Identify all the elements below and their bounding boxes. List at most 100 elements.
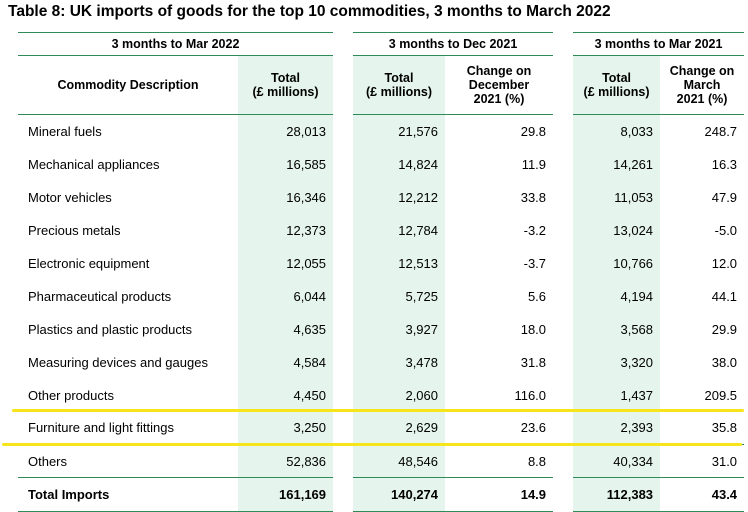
total-label: Total [602, 71, 631, 85]
table-row: Measuring devices and gauges 4,584 3,478 31… [18, 345, 744, 379]
total-dec-2021-cell: 12,784 [353, 213, 446, 247]
total-unit: (£ millions) [252, 85, 319, 99]
header-sub-row: Commodity Description Total (£ millions)… [18, 55, 745, 115]
change-dec-2021-cell: 18.0 [520, 321, 547, 337]
total-mar-2021-header: Total (£ millions) [573, 55, 661, 115]
total-dec-2021-cell: 3,478 [353, 345, 446, 379]
table-row: Electronic equipment 12,055 12,513 -3.7 10,7… [18, 246, 744, 280]
commodity-cell: Total Imports [18, 477, 238, 512]
table-row: Plastics and plastic products 4,635 3,927 1… [18, 312, 744, 346]
commodity-cell: Measuring devices and gauges [28, 354, 208, 370]
total-dec-2021-header: Total (£ millions) [353, 55, 446, 115]
change-mar-2021-cell: 31.0 [660, 444, 745, 478]
table-row: Pharmaceutical products 6,044 5,725 5.6 4,19… [18, 279, 744, 313]
total-mar-2022-cell: 161,169 [238, 477, 334, 512]
total-mar-2022-cell: 12,373 [238, 213, 334, 247]
total-mar-2021-cell: 11,053 [573, 180, 661, 214]
total-label: Total [271, 71, 300, 85]
change-mar-2021-header: Change on March 2021 (%) [660, 55, 745, 115]
change-mar-2021-cell: 43.4 [660, 477, 745, 512]
change-mar-2021-cell: 248.7 [704, 123, 738, 139]
total-mar-2022-cell: 16,585 [238, 147, 334, 181]
total-mar-2021-cell: 112,383 [573, 477, 661, 512]
commodity-cell: Electronic equipment [28, 255, 150, 271]
total-dec-2021-cell: 48,546 [353, 444, 446, 478]
total-mar-2021-cell: 1,437 [573, 378, 661, 412]
total-mar-2022-header: Total (£ millions) [238, 55, 334, 115]
total-mar-2021-cell: 14,261 [573, 147, 661, 181]
commodity-cell: Others [18, 444, 238, 478]
change-mar-2021-cell: 12.0 [711, 255, 738, 271]
change-dec-2021-cell: 29.8 [520, 123, 547, 139]
total-mar-2022-cell: 4,450 [238, 378, 334, 412]
imports-table: 3 months to Mar 2022 3 months to Dec 202… [18, 32, 745, 512]
total-dec-2021-cell: 2,060 [353, 378, 446, 412]
total-mar-2021-cell: 2,393 [573, 411, 661, 445]
group-header-mar-2022: 3 months to Mar 2022 [18, 32, 334, 56]
commodity-cell: Other products [28, 387, 114, 403]
total-dec-2021-cell: 21,576 [353, 114, 446, 148]
total-mar-2021-cell: 3,568 [573, 312, 661, 346]
total-mar-2021-cell: 4,194 [573, 279, 661, 313]
total-mar-2021-cell: 3,320 [573, 345, 661, 379]
commodity-description-header: Commodity Description [18, 55, 238, 115]
total-dec-2021-cell: 5,725 [353, 279, 446, 313]
commodity-cell: Plastics and plastic products [28, 321, 193, 337]
commodity-cell: Pharmaceutical products [28, 288, 172, 304]
change-mar-line2: March [683, 78, 721, 92]
total-mar-2022-cell: 4,635 [238, 312, 334, 346]
table-title: Table 8: UK imports of goods for the top… [8, 3, 611, 20]
commodity-cell: Motor vehicles [28, 189, 112, 205]
change-mar-line1: Change on [669, 64, 735, 78]
change-dec-2021-cell: 5.6 [527, 288, 547, 304]
highlight-line-top [12, 409, 744, 412]
table-row: Other products 4,450 2,060 116.0 1,437 209.5 [18, 378, 744, 412]
change-mar-line3: 2021 (%) [676, 92, 728, 106]
change-mar-2021-cell: 29.9 [711, 321, 738, 337]
commodity-cell: Furniture and light fittings [28, 420, 174, 436]
group-header-mar-2021: 3 months to Mar 2021 [573, 32, 745, 56]
total-dec-2021-cell: 2,629 [353, 411, 446, 445]
total-mar-2022-cell: 3,250 [238, 411, 334, 445]
total-unit: (£ millions) [366, 85, 432, 99]
table-row: Precious metals 12,373 12,784 -3.2 13,024 -5.… [18, 213, 744, 247]
change-dec-2021-cell: 11.9 [521, 156, 547, 172]
highlight-line-bottom [2, 443, 742, 446]
total-unit: (£ millions) [583, 85, 650, 99]
total-mar-2022-cell: 52,836 [238, 444, 334, 478]
change-dec-2021-cell: 8.8 [445, 444, 554, 478]
total-mar-2022-cell: 28,013 [238, 114, 334, 148]
change-dec-line1: Change on [466, 64, 532, 78]
total-mar-2021-cell: 40,334 [573, 444, 661, 478]
change-dec-2021-cell: -3.2 [523, 222, 547, 238]
total-dec-2021-cell: 3,927 [353, 312, 446, 346]
change-dec-2021-cell: 33.8 [520, 189, 547, 205]
total-mar-2022-cell: 16,346 [238, 180, 334, 214]
change-mar-2021-cell: 35.8 [711, 420, 738, 436]
total-mar-2021-cell: 8,033 [573, 114, 661, 148]
commodity-cell: Mineral fuels [28, 123, 102, 139]
total-dec-2021-cell: 12,513 [353, 246, 446, 280]
total-dec-2021-cell: 140,274 [353, 477, 446, 512]
commodity-cell: Precious metals [28, 222, 121, 238]
table-row: Furniture and light fittings 3,250 2,629 23… [18, 411, 744, 445]
change-mar-2021-cell: -5.0 [714, 222, 738, 238]
change-mar-2021-cell: 209.5 [704, 387, 738, 403]
total-mar-2022-cell: 12,055 [238, 246, 334, 280]
table-row: Mineral fuels 28,013 21,576 29.8 8,033 248.7 [18, 114, 744, 148]
change-mar-2021-cell: 38.0 [711, 354, 738, 370]
change-mar-2021-cell: 44.1 [711, 288, 738, 304]
table-row-others: Others 52,836 48,546 8.8 40,334 31.0 [18, 444, 745, 478]
table-row: Motor vehicles 16,346 12,212 33.8 11,053 47.9 [18, 180, 744, 214]
total-mar-2021-cell: 13,024 [573, 213, 661, 247]
total-dec-2021-cell: 12,212 [353, 180, 446, 214]
commodity-cell: Mechanical appliances [28, 156, 160, 172]
total-mar-2022-cell: 4,584 [238, 345, 334, 379]
table-row-total: Total Imports 161,169 140,274 14.9 112,383 43… [18, 477, 745, 512]
header-group-row: 3 months to Mar 2022 3 months to Dec 202… [18, 32, 745, 56]
change-mar-2021-cell: 16.3 [711, 156, 738, 172]
change-dec-2021-header: Change on December 2021 (%) [445, 55, 554, 115]
change-dec-2021-cell: 14.9 [445, 477, 554, 512]
change-dec-2021-cell: -3.7 [523, 255, 547, 271]
change-dec-2021-cell: 31.8 [520, 354, 547, 370]
